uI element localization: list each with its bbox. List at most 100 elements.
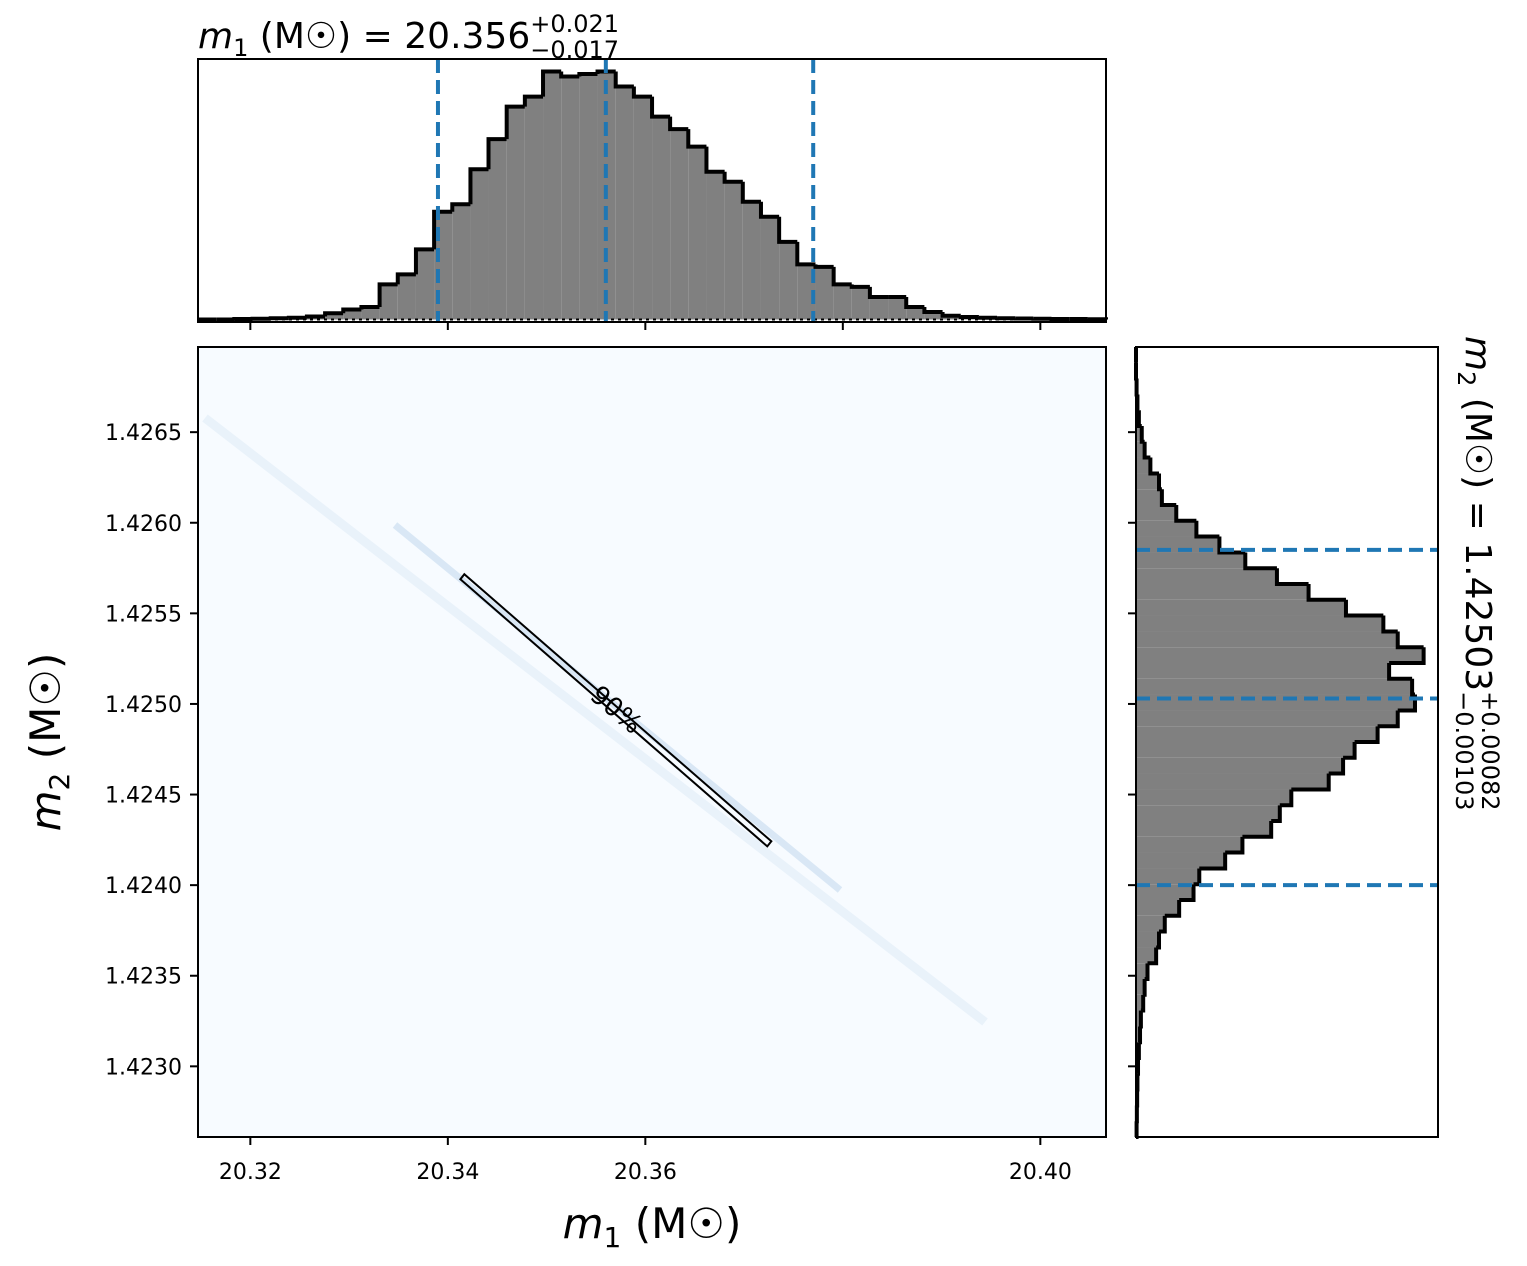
- hist-step: [1377, 710, 1400, 729]
- hist-step: [1306, 584, 1346, 602]
- hist-bar: [1136, 994, 1144, 1011]
- hist-step: [577, 72, 598, 77]
- hist-step: [813, 264, 834, 269]
- y-tick-label: 1.4245: [105, 784, 182, 809]
- hist-bar: [1136, 789, 1292, 806]
- title-text: (M☉) = 20.356: [248, 16, 530, 57]
- hist-bar: [543, 71, 562, 320]
- hist-step: [504, 104, 525, 140]
- hist-step: [1136, 1042, 1141, 1060]
- hist-bar: [1136, 536, 1220, 553]
- right-title: m2 (M☉) = 1.42503+0.00082 −0.00103: [1450, 336, 1504, 811]
- hist-step: [486, 137, 507, 170]
- hist-bar: [506, 106, 525, 320]
- hist-bar: [579, 74, 598, 320]
- hist-step: [1217, 536, 1246, 555]
- hist-step: [559, 71, 580, 79]
- hist-step: [1136, 410, 1142, 428]
- hist-step: [1164, 900, 1182, 918]
- y-tick-label: 1.4235: [105, 965, 182, 990]
- hist-step: [377, 282, 398, 307]
- hist-step: [650, 96, 671, 119]
- density-background: [198, 347, 1106, 1137]
- hist-bar: [1136, 884, 1194, 900]
- hist-step: [777, 216, 798, 244]
- hist-step: [704, 146, 725, 174]
- title-subscript: 1: [233, 34, 248, 62]
- hist-step: [795, 241, 816, 267]
- hist-step: [1179, 884, 1196, 902]
- hist-bar: [1136, 963, 1148, 979]
- hist-step: [1138, 1026, 1143, 1045]
- hist-step: [1225, 836, 1245, 855]
- contour-90: [459, 572, 773, 848]
- hist-step: [1274, 568, 1309, 586]
- hist-step: [323, 311, 344, 317]
- title-plus: +0.00082: [1476, 691, 1504, 810]
- hist-step: [1354, 726, 1380, 744]
- hist-bar: [779, 241, 798, 320]
- hist-bar: [397, 274, 416, 320]
- hist-step: [541, 69, 562, 97]
- hist-bar: [724, 181, 743, 320]
- hist-step: [1343, 599, 1384, 618]
- hist-bar: [470, 169, 489, 320]
- hist-step: [395, 272, 416, 285]
- y-tick-label: 1.4250: [105, 693, 182, 718]
- hist-step: [1279, 789, 1294, 808]
- x-tick-label: 20.40: [1009, 1160, 1072, 1185]
- hist-step: [867, 286, 889, 299]
- hist-bar: [1136, 599, 1346, 616]
- hist-bar: [325, 313, 344, 320]
- hist-bar: [1136, 615, 1384, 632]
- hist-bar: [906, 306, 925, 320]
- label-symbol: m: [563, 1199, 604, 1248]
- label-unit: (M☉): [21, 653, 70, 773]
- hist-bar: [815, 266, 834, 320]
- hist-step: [1271, 805, 1282, 823]
- hist-bar: [1136, 836, 1243, 853]
- hist-bar: [1136, 757, 1344, 774]
- hist-bar: [1136, 805, 1280, 821]
- hist-bar: [1136, 678, 1413, 695]
- axes-frame: [1135, 346, 1439, 1138]
- hist-bar: [1136, 900, 1180, 916]
- hist-bar: [833, 284, 852, 320]
- hist-step: [613, 71, 634, 89]
- hist-step: [1142, 441, 1151, 460]
- hist-bar: [1136, 584, 1309, 600]
- title-text: (M☉) = 1.42503: [1457, 386, 1498, 691]
- hist-bar: [688, 146, 707, 320]
- hist-step: [940, 311, 961, 318]
- hist-step: [1387, 663, 1413, 681]
- hist-bar: [924, 311, 943, 320]
- hist-step: [831, 266, 852, 287]
- hist-bar: [1136, 647, 1424, 663]
- hist-bar: [524, 96, 544, 320]
- right-title-text: m2 (M☉) = 1.42503+0.00082: [1452, 336, 1504, 811]
- hist-bar: [1136, 441, 1145, 458]
- hist-bar: [1136, 710, 1398, 727]
- hist-step: [922, 306, 943, 314]
- hist-bar: [379, 284, 398, 320]
- hist-step: [1199, 852, 1228, 871]
- hist-step: [668, 116, 689, 132]
- hist-step: [595, 69, 616, 75]
- hist-step: [413, 247, 435, 275]
- hist-bar: [869, 296, 889, 320]
- density-band: [202, 414, 988, 1026]
- hist-step: [958, 314, 979, 319]
- hist-step: [1147, 947, 1159, 966]
- hist-bar: [615, 86, 634, 320]
- hist-step: [1243, 552, 1277, 571]
- hist-step: [304, 314, 326, 319]
- hist-bar: [488, 139, 507, 320]
- label-symbol: m: [21, 790, 70, 831]
- hist-step: [1144, 963, 1150, 981]
- hist-step: [1389, 647, 1426, 665]
- hist-bar: [415, 249, 435, 320]
- title-minus: −0.00103: [1450, 691, 1478, 810]
- hist-step: [468, 167, 489, 205]
- hist-bar: [361, 306, 380, 320]
- hist-step: [1156, 931, 1162, 950]
